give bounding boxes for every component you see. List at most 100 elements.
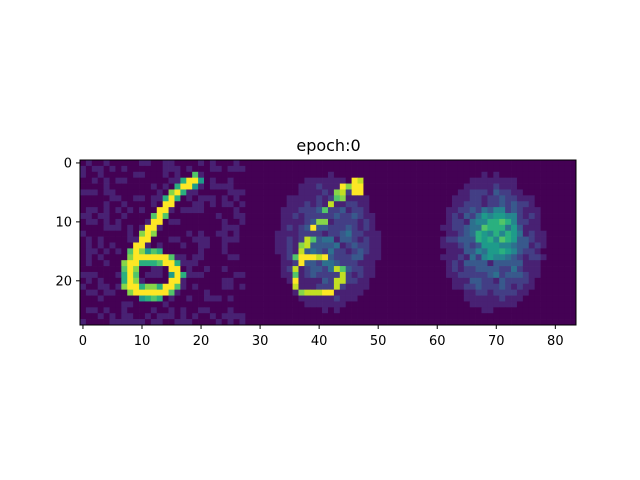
heatmap-cell: [109, 254, 116, 261]
heatmap-cell: [434, 301, 441, 308]
heatmap-cell: [363, 171, 370, 179]
heatmap-cell: [298, 248, 305, 255]
heatmap-cell: [552, 165, 559, 173]
heatmap-cell: [322, 230, 329, 237]
heatmap-cell: [310, 313, 317, 320]
heatmap-cell: [109, 213, 116, 220]
heatmap-cell: [392, 201, 400, 208]
heatmap-cell: [345, 165, 352, 173]
heatmap-cell: [168, 242, 175, 249]
heatmap-cell: [316, 307, 323, 314]
heatmap-cell: [564, 177, 571, 184]
heatmap-cell: [345, 277, 352, 285]
heatmap-cell: [469, 301, 476, 308]
heatmap-cell: [534, 271, 541, 279]
heatmap-cell: [499, 177, 506, 184]
heatmap-cell: [322, 266, 329, 273]
heatmap-cell: [428, 160, 435, 167]
heatmap-cell: [328, 224, 335, 232]
heatmap-cell: [416, 230, 423, 237]
heatmap-cell: [469, 248, 476, 255]
heatmap-cell: [339, 319, 347, 326]
heatmap-cell: [257, 319, 264, 326]
heatmap-cell: [180, 277, 187, 285]
heatmap-cell: [452, 301, 459, 308]
heatmap-cell: [404, 242, 412, 249]
heatmap-cell: [452, 283, 459, 290]
heatmap-cell: [109, 260, 116, 267]
heatmap-cell: [410, 313, 417, 320]
heatmap-cell: [463, 283, 471, 290]
heatmap-cell: [150, 201, 158, 208]
heatmap-cell: [540, 207, 547, 214]
heatmap-cell: [127, 230, 134, 237]
heatmap-cell: [404, 301, 412, 308]
heatmap-cell: [540, 230, 547, 237]
heatmap-cell: [363, 160, 370, 167]
heatmap-cell: [304, 165, 311, 173]
heatmap-cell: [304, 254, 311, 261]
heatmap-cell: [85, 236, 93, 243]
heatmap-cell: [85, 283, 93, 290]
heatmap-cell: [446, 195, 453, 202]
heatmap-cell: [209, 307, 217, 314]
heatmap-cell: [245, 177, 252, 184]
heatmap-cell: [505, 271, 512, 279]
heatmap-cell: [80, 183, 87, 190]
heatmap-cell: [404, 289, 412, 296]
heatmap-cell: [144, 183, 152, 190]
heatmap-cell: [156, 207, 164, 214]
heatmap-cell: [174, 177, 181, 184]
heatmap-cell: [144, 254, 152, 261]
heatmap-cell: [564, 254, 571, 261]
heatmap-cell: [97, 224, 104, 232]
heatmap-cell: [546, 207, 553, 214]
heatmap-cell: [333, 301, 341, 308]
heatmap-cell: [233, 283, 240, 290]
heatmap-cell: [103, 218, 110, 226]
heatmap-cell: [274, 207, 282, 214]
heatmap-cell: [80, 260, 87, 267]
heatmap-cell: [292, 213, 299, 220]
heatmap-cell: [103, 207, 110, 214]
heatmap-cell: [121, 283, 128, 290]
heatmap-cell: [351, 218, 358, 226]
heatmap-cell: [416, 189, 423, 196]
heatmap-cell: [381, 277, 388, 285]
heatmap-cell: [115, 301, 122, 308]
heatmap-cell: [475, 301, 482, 308]
heatmap-cell: [487, 236, 494, 243]
heatmap-cell: [328, 277, 335, 285]
heatmap-cell: [404, 207, 412, 214]
heatmap-cell: [469, 289, 476, 296]
heatmap-cell: [286, 218, 293, 226]
heatmap-cell: [499, 242, 506, 249]
heatmap-cell: [221, 313, 228, 320]
heatmap-cell: [80, 277, 87, 285]
heatmap-cell: [369, 218, 376, 226]
heatmap-cell: [522, 230, 530, 237]
heatmap-cell: [493, 236, 500, 243]
heatmap-cell: [511, 183, 518, 190]
heatmap-cell: [416, 266, 423, 273]
heatmap-cell: [463, 224, 471, 232]
heatmap-cell: [416, 236, 423, 243]
heatmap-cell: [245, 254, 252, 261]
heatmap-cell: [80, 313, 87, 320]
heatmap-cell: [398, 271, 406, 279]
heatmap-cell: [369, 271, 376, 279]
heatmap-cell: [144, 266, 152, 273]
heatmap-cell: [493, 271, 500, 279]
heatmap-cell: [263, 218, 270, 226]
heatmap-cell: [558, 277, 565, 285]
heatmap-cell: [139, 242, 146, 249]
heatmap-cell: [121, 218, 128, 226]
heatmap-cell: [221, 242, 228, 249]
heatmap-cell: [528, 230, 536, 237]
heatmap-cell: [481, 271, 488, 279]
heatmap-cell: [233, 242, 240, 249]
heatmap-cell: [310, 207, 317, 214]
heatmap-cell: [144, 260, 152, 267]
heatmap-cell: [363, 289, 370, 296]
heatmap-cell: [133, 207, 140, 214]
